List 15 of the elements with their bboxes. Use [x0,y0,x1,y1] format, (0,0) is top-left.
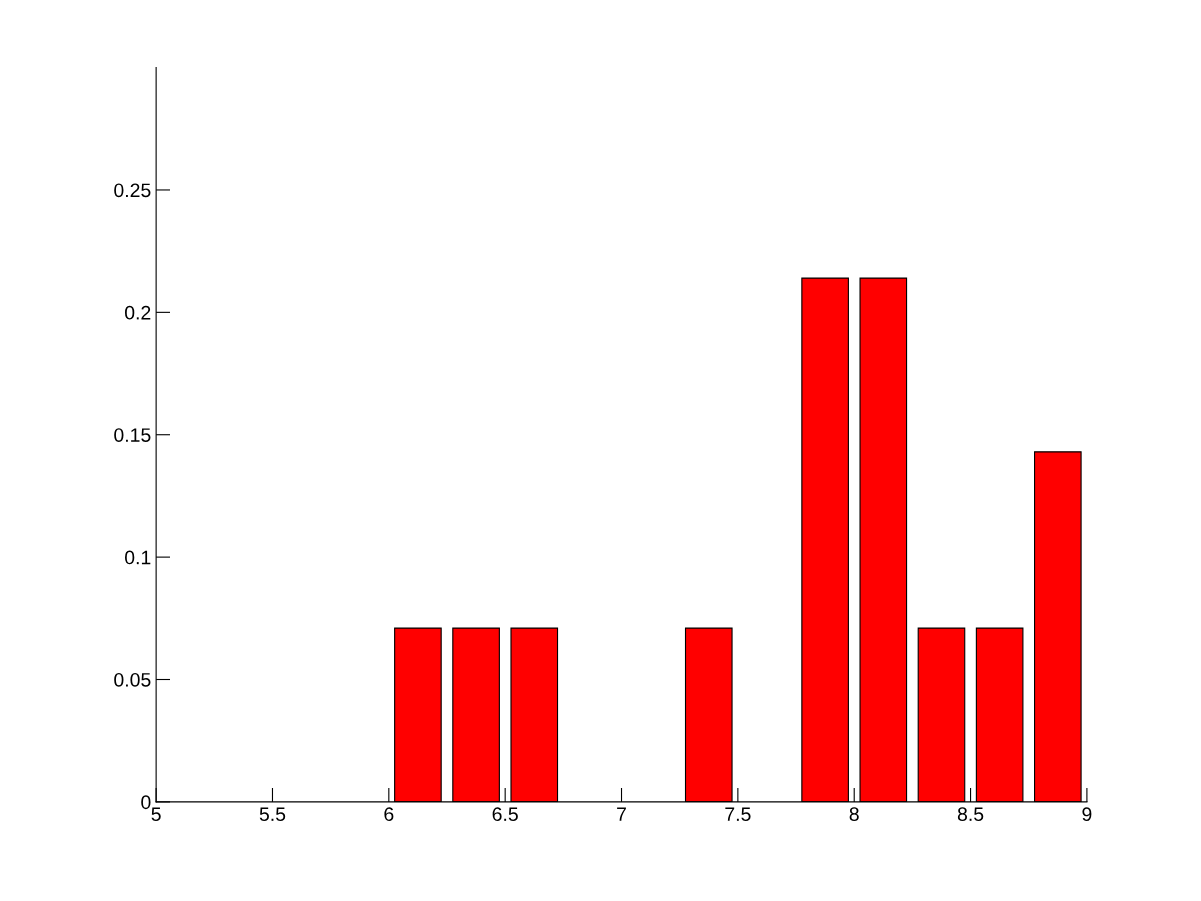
y-tick-label: 0.15 [114,428,151,442]
y-tick-label: 0.05 [114,672,151,687]
x-tick-label: 9 [1082,807,1092,822]
y-tick-label: 0 [141,795,151,810]
x-tick-label: 7.5 [725,807,751,822]
x-tick-label: 8 [849,807,859,822]
y-tick-label: 0.1 [125,550,151,565]
x-tick-label: 8.5 [957,807,984,822]
y-tick-label: 0.2 [125,305,151,320]
x-tick-label: 6 [384,807,394,822]
y-tick-label: 0.25 [114,183,151,198]
x-tick-label: 5 [151,807,161,822]
x-tick-label: 6.5 [492,807,518,822]
x-tick-label: 5.5 [259,807,286,822]
x-tick-label: 7 [617,807,626,821]
